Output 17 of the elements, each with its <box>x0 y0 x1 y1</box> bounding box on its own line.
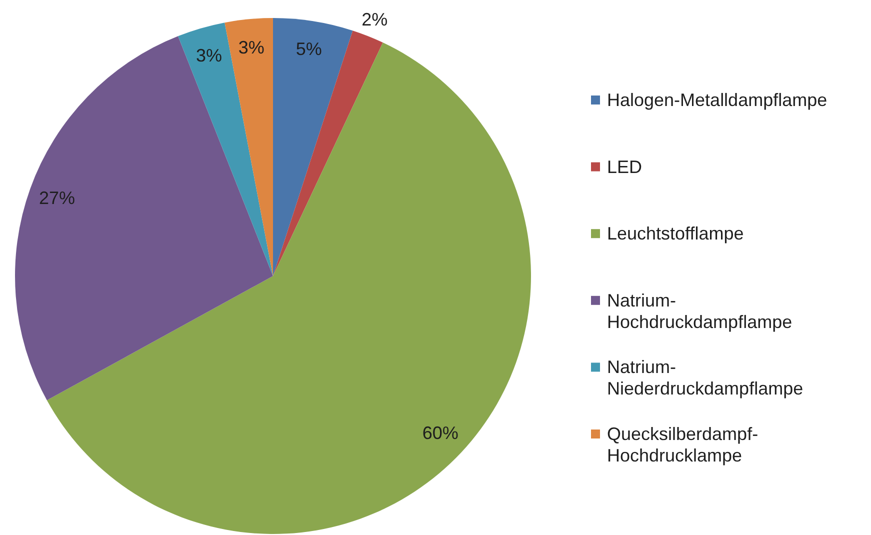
data-label: 3% <box>238 37 264 58</box>
data-label: 27% <box>38 188 75 208</box>
pie-slice <box>15 36 273 400</box>
pie-slice <box>224 18 273 276</box>
legend-label: Quecksilberdampf-Hochdrucklampe <box>607 424 758 466</box>
data-label: 60% <box>422 423 458 444</box>
data-label: 5% <box>296 39 322 60</box>
legend-label: Halogen-Metalldampflampe <box>607 90 828 110</box>
data-label: 3% <box>196 45 222 66</box>
data-label: 2% <box>362 9 388 30</box>
pie-slice <box>273 18 353 276</box>
legend-label: Leuchtstofflampe <box>607 224 744 244</box>
pie-slice <box>178 22 273 276</box>
pie-slice <box>273 30 383 276</box>
legend-label: Natrium-Niederdruckdampflampe <box>607 357 804 399</box>
legend-label: LED <box>607 156 642 177</box>
legend-label: Natrium-Hochdruckdampflampe <box>607 290 792 332</box>
